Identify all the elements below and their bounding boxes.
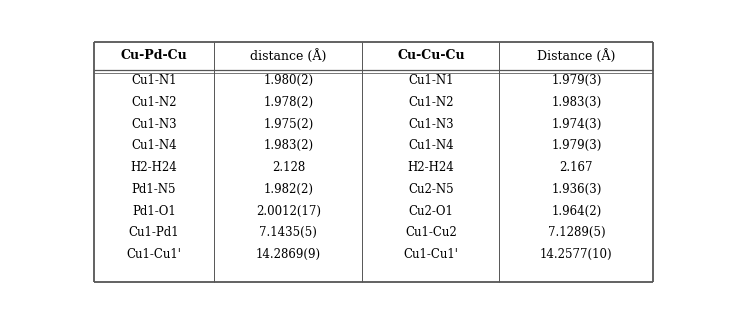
Text: 2.128: 2.128 [272, 161, 305, 174]
Text: Cu1-Cu2: Cu1-Cu2 [405, 226, 457, 239]
Text: 14.2869(9): 14.2869(9) [256, 248, 321, 261]
Text: Cu-Pd-Cu: Cu-Pd-Cu [121, 49, 187, 62]
Text: 7.1435(5): 7.1435(5) [260, 226, 317, 239]
Text: 1.975(2): 1.975(2) [263, 118, 313, 131]
Text: 2.0012(17): 2.0012(17) [256, 204, 321, 218]
Text: Pd1-N5: Pd1-N5 [132, 183, 176, 196]
Text: H2-H24: H2-H24 [408, 161, 454, 174]
Text: 14.2577(10): 14.2577(10) [540, 248, 612, 261]
Text: 1.980(2): 1.980(2) [263, 74, 313, 87]
Text: 1.974(3): 1.974(3) [551, 118, 601, 131]
Text: distance (Å): distance (Å) [250, 49, 327, 63]
Text: 1.936(3): 1.936(3) [551, 183, 601, 196]
Text: Cu1-N1: Cu1-N1 [408, 74, 453, 87]
Text: Cu1-N1: Cu1-N1 [131, 74, 177, 87]
Text: Cu1-N2: Cu1-N2 [408, 96, 453, 109]
Text: Cu2-N5: Cu2-N5 [408, 183, 453, 196]
Text: 1.979(3): 1.979(3) [551, 140, 601, 152]
Text: 1.983(2): 1.983(2) [263, 140, 313, 152]
Text: 7.1289(5): 7.1289(5) [547, 226, 605, 239]
Text: Cu1-N4: Cu1-N4 [131, 140, 177, 152]
Text: Cu1-Cu1': Cu1-Cu1' [127, 248, 182, 261]
Text: H2-H24: H2-H24 [130, 161, 177, 174]
Text: 2.167: 2.167 [560, 161, 593, 174]
Text: Cu1-N3: Cu1-N3 [131, 118, 177, 131]
Text: Cu1-N3: Cu1-N3 [408, 118, 453, 131]
Text: 1.982(2): 1.982(2) [263, 183, 313, 196]
Text: 1.979(3): 1.979(3) [551, 74, 601, 87]
Text: 1.983(3): 1.983(3) [551, 96, 601, 109]
Text: Distance (Å): Distance (Å) [537, 49, 615, 63]
Text: 1.964(2): 1.964(2) [551, 204, 601, 218]
Text: Cu-Cu-Cu: Cu-Cu-Cu [397, 49, 465, 62]
Text: Cu2-O1: Cu2-O1 [408, 204, 453, 218]
Text: Cu1-N2: Cu1-N2 [131, 96, 177, 109]
Text: 1.978(2): 1.978(2) [263, 96, 313, 109]
Text: Cu1-N4: Cu1-N4 [408, 140, 453, 152]
Text: Cu1-Cu1': Cu1-Cu1' [404, 248, 459, 261]
Text: Cu1-Pd1: Cu1-Pd1 [129, 226, 179, 239]
Text: Pd1-O1: Pd1-O1 [132, 204, 176, 218]
